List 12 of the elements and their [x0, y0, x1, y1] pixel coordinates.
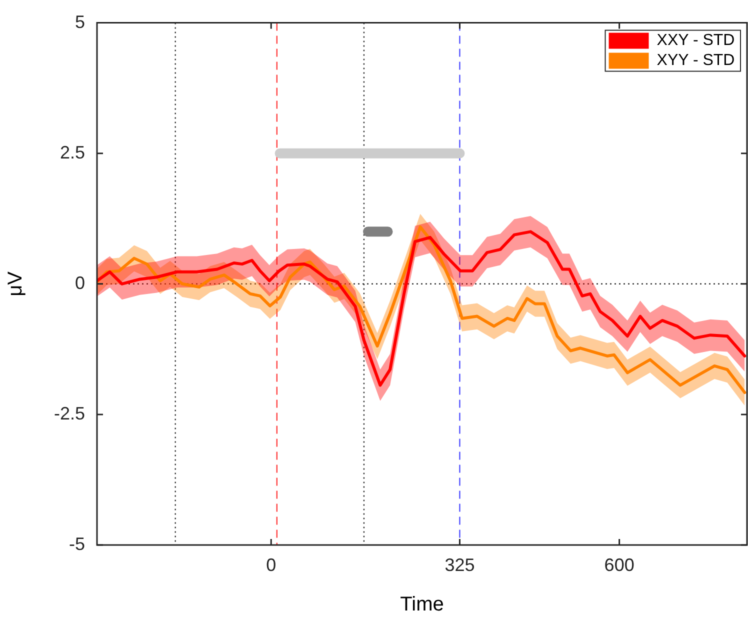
y-tick-label: 5	[74, 12, 85, 32]
legend-label: XYY - STD	[656, 52, 735, 70]
y-tick-label: -2.5	[54, 403, 85, 424]
x-axis-title: Time	[400, 594, 444, 616]
legend-label: XXY - STD	[656, 32, 735, 50]
y-tick-label: 0	[74, 272, 85, 293]
y-axis-title: μV	[4, 270, 27, 296]
y-tick-label: -5	[68, 534, 85, 554]
x-tick-label: 325	[444, 554, 475, 575]
x-tick-label: 0	[266, 554, 276, 575]
y-tick-label: 2.5	[60, 142, 85, 162]
x-tick-label: 600	[604, 554, 634, 575]
